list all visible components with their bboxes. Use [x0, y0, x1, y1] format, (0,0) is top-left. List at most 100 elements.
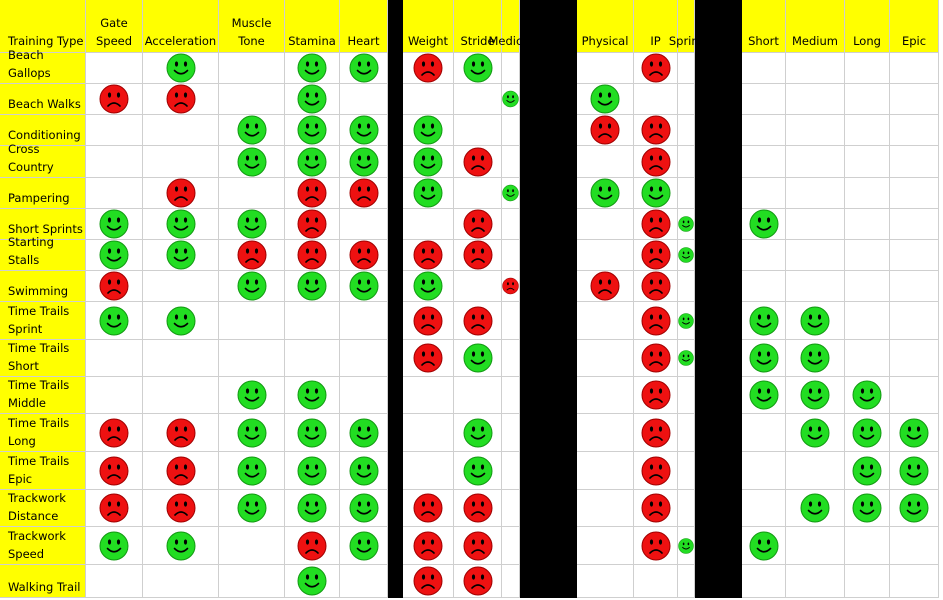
column-header: Medical	[488, 0, 533, 53]
table-cell	[577, 490, 634, 527]
happy-face-icon	[99, 306, 129, 335]
table-cell	[86, 340, 143, 377]
label-line: Epic	[8, 472, 33, 486]
sad-face-icon	[166, 493, 195, 523]
table-cell	[285, 240, 340, 271]
table-cell	[634, 84, 678, 115]
label-line: Gate	[100, 16, 128, 30]
label-line: Long	[853, 34, 881, 48]
happy-face-icon	[166, 240, 195, 270]
table-cell	[634, 527, 678, 565]
sad-face-icon	[641, 456, 670, 485]
happy-face-icon	[502, 184, 519, 202]
happy-face-icon	[297, 115, 327, 145]
label-line: Tone	[238, 34, 265, 48]
table-cell	[143, 53, 219, 84]
sad-face-icon	[166, 178, 195, 208]
happy-face-icon	[463, 343, 492, 373]
happy-face-icon	[641, 178, 670, 208]
column-header-text: Gate Speed	[96, 14, 132, 50]
table-cell	[86, 240, 143, 271]
table-cell	[86, 302, 143, 340]
table-cell	[577, 146, 634, 178]
table-cell	[845, 240, 890, 271]
table-cell	[403, 377, 454, 414]
sad-face-icon	[413, 240, 443, 270]
sad-face-icon	[297, 531, 327, 560]
column-header-text: Acceleration	[145, 14, 216, 50]
happy-face-icon	[297, 418, 327, 447]
sad-face-icon	[641, 343, 670, 373]
table-cell	[340, 302, 388, 340]
table-cell	[786, 452, 845, 490]
table-cell	[219, 377, 285, 414]
happy-face-icon	[297, 456, 327, 485]
column-header: Medium	[786, 0, 845, 53]
row-label: Time Trails Sprint	[0, 302, 86, 340]
table-cell	[678, 452, 695, 490]
table-cell	[786, 377, 845, 414]
table-cell	[340, 53, 388, 84]
table-cell	[577, 414, 634, 452]
sad-face-icon	[641, 147, 670, 176]
happy-face-icon	[678, 350, 694, 366]
table-cell	[577, 53, 634, 84]
table-cell	[577, 340, 634, 377]
table-cell	[340, 527, 388, 565]
happy-face-icon	[590, 178, 620, 208]
table-cell	[890, 146, 939, 178]
label-line: Distance	[8, 509, 59, 523]
row-label-text: Time Trails Middle	[8, 376, 69, 412]
table-cell	[845, 565, 890, 598]
table-cell	[742, 240, 786, 271]
table-cell	[742, 178, 786, 209]
column-header-text: IP	[650, 14, 660, 50]
happy-face-icon	[297, 566, 327, 596]
happy-face-icon	[678, 537, 694, 554]
table-cell	[845, 414, 890, 452]
table-cell	[502, 240, 520, 271]
table-cell	[786, 84, 845, 115]
table-cell	[285, 178, 340, 209]
sad-face-icon	[297, 178, 327, 208]
table-cell	[577, 377, 634, 414]
happy-face-icon	[166, 531, 195, 560]
table-cell	[786, 565, 845, 598]
table-cell	[454, 377, 502, 414]
table-cell	[786, 527, 845, 565]
happy-face-icon	[237, 115, 266, 145]
row-label: Swimming	[0, 271, 86, 302]
table-cell	[890, 53, 939, 84]
happy-face-icon	[99, 531, 129, 560]
table-cell	[403, 209, 454, 240]
table-cell	[403, 414, 454, 452]
column-header-text: Weight	[408, 14, 448, 50]
sad-face-icon	[641, 271, 670, 301]
table-cell	[86, 452, 143, 490]
row-label-text: Time Trails Long	[8, 414, 69, 450]
row-label: Beach Walks	[0, 84, 86, 115]
table-cell	[454, 240, 502, 271]
happy-face-icon	[349, 418, 378, 447]
table-cell	[742, 302, 786, 340]
table-cell	[143, 84, 219, 115]
column-header-text: Sprint	[669, 14, 703, 50]
table-cell	[678, 340, 695, 377]
table-cell	[786, 53, 845, 84]
table-cell	[634, 490, 678, 527]
table-cell	[219, 84, 285, 115]
happy-face-icon	[749, 209, 778, 239]
sad-face-icon	[641, 531, 670, 560]
label-line: Time Trails	[8, 341, 70, 355]
label-line: Trackwork	[8, 529, 66, 543]
sad-face-icon	[641, 418, 670, 447]
table-cell	[742, 209, 786, 240]
table-cell	[742, 271, 786, 302]
table-cell	[454, 209, 502, 240]
column-header-text: Epic	[902, 14, 926, 50]
table-cell	[678, 490, 695, 527]
row-label-text: Swimming	[8, 282, 68, 300]
table-cell	[454, 490, 502, 527]
happy-face-icon	[297, 271, 327, 301]
sad-face-icon	[641, 115, 670, 145]
